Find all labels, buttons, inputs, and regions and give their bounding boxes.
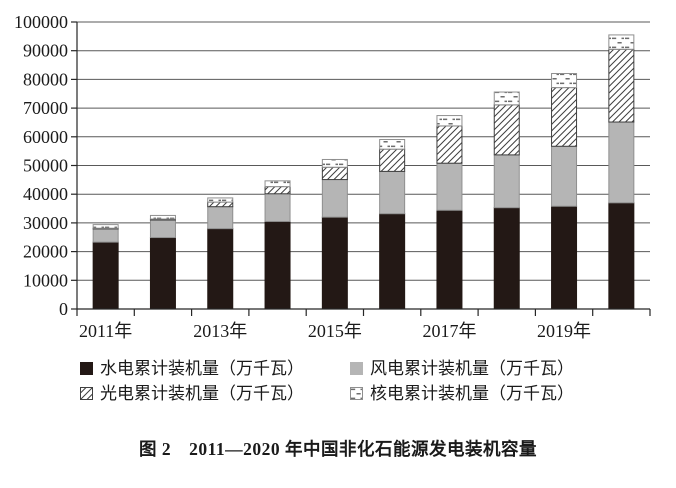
legend-item-nuclear: 核电累计装机量（万千瓦）	[350, 381, 636, 406]
bar-segment-2011年-solid-gray	[92, 228, 119, 243]
bar-segment-2017年-solid-gray	[436, 162, 463, 211]
bar-segment-2014年-diagonal-hatch	[264, 186, 291, 195]
bar-segment-2012年-dashed-dots	[149, 214, 176, 220]
y-tick-label: 0	[59, 299, 68, 319]
x-tick-label: 2015年	[308, 321, 362, 341]
y-tick-label: 100000	[14, 12, 68, 32]
bar-segment-2019年-diagonal-hatch	[551, 87, 578, 147]
bar-segment-2015年-diagonal-hatch	[321, 166, 348, 181]
bar-segment-2016年-diagonal-hatch	[379, 148, 406, 172]
bar-segment-2020年-solid-black	[608, 202, 635, 310]
y-tick-label: 30000	[23, 213, 68, 233]
bar-segment-2013年-solid-black	[207, 228, 234, 310]
bar-segment-2015年-solid-gray	[321, 179, 348, 218]
bar-segment-2015年-dashed-dots	[321, 158, 348, 168]
bar-segment-2016年-dashed-dots	[379, 139, 406, 150]
stacked-bar-chart: 0 10000 20000 30000 40000 50000 60000 70000 8000…	[14, 12, 651, 341]
y-tick-label: 40000	[23, 184, 68, 204]
chart-legend: 水电累计装机量（万千瓦） 风电累计装机量（万千瓦） 光电累计装机量（万千瓦） 核…	[80, 356, 636, 406]
x-tick-label: 2013年	[193, 321, 247, 341]
legend-label-hydro: 水电累计装机量（万千瓦）	[100, 359, 304, 378]
legend-item-solar: 光电累计装机量（万千瓦）	[80, 381, 350, 406]
bar-segment-2011年-solid-black	[92, 241, 119, 310]
y-tick-label: 50000	[23, 156, 68, 176]
bar-segment-2012年-solid-gray	[149, 219, 176, 239]
legend-label-nuclear: 核电累计装机量（万千瓦）	[370, 384, 574, 403]
bar-segment-2018年-solid-gray	[493, 154, 520, 209]
y-tick-label: 10000	[23, 270, 68, 290]
x-tick-label: 2011年	[79, 321, 132, 341]
y-tick-label: 90000	[23, 41, 68, 61]
bar-segment-2020年-dashed-dots	[608, 34, 635, 50]
bar-segment-2019年-solid-black	[551, 205, 578, 310]
y-tick-label: 80000	[23, 69, 68, 89]
wind-swatch-icon	[350, 362, 363, 375]
bar-segment-2020年-solid-gray	[608, 121, 635, 204]
bar-segment-2012年-solid-black	[149, 237, 176, 310]
bar-segment-2014年-solid-black	[264, 220, 291, 310]
nuclear-swatch-icon	[350, 387, 363, 400]
bar-segment-2013年-dashed-dots	[207, 197, 234, 203]
bar-segment-2017年-dashed-dots	[436, 115, 463, 127]
x-tick-label: 2017年	[422, 321, 476, 341]
solar-swatch-icon	[80, 387, 93, 400]
bar-segment-2016年-solid-gray	[379, 170, 406, 215]
y-tick-label: 20000	[23, 242, 68, 262]
bar-segment-2018年-dashed-dots	[493, 91, 520, 106]
x-tick-label: 2019年	[537, 321, 591, 341]
bar-segment-2014年-solid-gray	[264, 193, 291, 222]
legend-label-wind: 风电累计装机量（万千瓦）	[370, 359, 574, 378]
legend-item-wind: 风电累计装机量（万千瓦）	[350, 356, 636, 381]
y-tick-label: 60000	[23, 127, 68, 147]
legend-label-solar: 光电累计装机量（万千瓦）	[100, 384, 304, 403]
axis-labels: 0 10000 20000 30000 40000 50000 60000 70000 8000…	[14, 12, 591, 341]
bar-segment-2018年-diagonal-hatch	[493, 104, 520, 156]
bar-segment-2011年-dashed-dots	[92, 224, 119, 229]
bar-segment-2019年-solid-gray	[551, 145, 578, 207]
legend-item-hydro: 水电累计装机量（万千瓦）	[80, 356, 350, 381]
bars	[92, 34, 635, 310]
bar-segment-2016年-solid-black	[379, 213, 406, 310]
y-tick-label: 70000	[23, 98, 68, 118]
bar-segment-2013年-solid-gray	[207, 206, 234, 230]
bar-segment-2020年-diagonal-hatch	[608, 48, 635, 123]
figure-caption: 图 2 2011—2020 年中国非化石能源发电装机容量	[138, 439, 538, 459]
axes	[71, 21, 651, 316]
bar-segment-2017年-diagonal-hatch	[436, 125, 463, 164]
hydro-swatch-icon	[80, 362, 93, 375]
bar-segment-2019年-dashed-dots	[551, 73, 578, 89]
bar-segment-2015年-solid-black	[321, 216, 348, 310]
bar-segment-2018年-solid-black	[493, 207, 520, 310]
bar-segment-2014年-dashed-dots	[264, 180, 291, 188]
bar-segment-2013年-diagonal-hatch	[207, 201, 234, 208]
bar-segment-2017年-solid-black	[436, 209, 463, 310]
